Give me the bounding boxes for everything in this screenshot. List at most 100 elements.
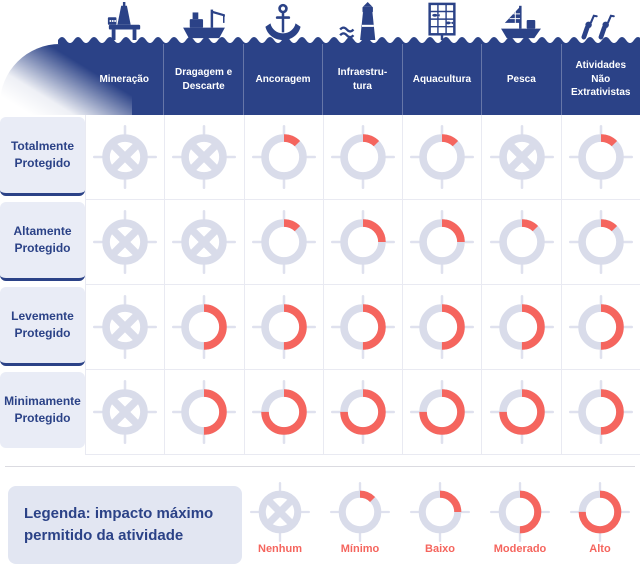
impact-donut-alto [489,380,554,444]
oil-rig-icon [85,2,164,40]
impact-donut-nenhum [93,380,158,444]
impact-donut-moderado [490,482,550,542]
impact-donut-nenhum [250,482,310,542]
impact-donut-minimo [330,125,395,189]
matrix-row: Altamente Protegido [0,200,640,285]
legend-item-label: Alto [589,543,611,555]
fishing-boat-icon [481,2,560,40]
impact-cell [243,115,323,200]
impact-cell [481,200,561,285]
impact-donut-alto [410,380,475,444]
legend-box: Legenda: impacto máximo permitido da ati… [8,486,242,564]
impact-donut-minimo [489,210,554,274]
impact-donut-moderado [172,380,237,444]
header-band: MineraçãoDragagem e DescarteAncoragemInf… [0,34,640,115]
impact-cell [85,115,165,200]
impact-donut-baixo [410,482,470,542]
impact-cell [402,115,482,200]
legend-item-label: Nenhum [258,543,302,555]
protection-level-label: Minimamente Protegido [0,372,85,448]
impact-donut-moderado [251,295,316,359]
impact-donut-moderado [568,380,633,444]
impact-cell [402,370,482,455]
column-header: Pesca [481,44,560,115]
impact-cell [481,115,561,200]
impact-donut-minimo [251,125,316,189]
impact-cell [322,370,403,455]
impact-cell [164,115,244,200]
column-header: Dragagem e Descarte [163,44,242,115]
dredger-ship-icon [164,2,243,40]
corner-fade [0,34,132,115]
impact-donut-alto [330,380,395,444]
impact-cell [85,200,165,285]
activity-icons-row [85,2,640,40]
impact-donut-nenhum [93,210,158,274]
impact-donut-minimo [410,125,475,189]
column-header: Ancoragem [242,44,322,115]
impact-donut-alto [251,380,316,444]
impact-cell [402,200,482,285]
impact-donut-nenhum [172,125,237,189]
impact-cell [322,200,403,285]
legend-title: Legenda: impacto máximo permitido da ati… [24,505,214,544]
impact-cell [560,200,640,285]
impact-cell [164,370,244,455]
impact-donut-alto [570,482,630,542]
impact-cell [243,285,323,370]
fish-cage-icon [402,2,481,40]
impact-cell [322,285,403,370]
legend-item: Baixo [400,482,480,555]
column-header: Aquacultura [401,44,481,115]
impact-donut-moderado [172,295,237,359]
impact-cell [243,200,323,285]
lighthouse-icon [323,2,402,40]
protection-level-label: Altamente Protegido [0,202,85,281]
impact-cell [402,285,482,370]
protection-level-label: Totalmente Protegido [0,117,85,196]
impact-donut-baixo [330,210,395,274]
matrix-row: Totalmente Protegido [0,115,640,200]
matrix-row: Levemente Protegido [0,285,640,370]
impact-donut-moderado [489,295,554,359]
impact-donut-moderado [410,295,475,359]
legend-item-label: Baixo [425,543,455,555]
impact-cell [164,285,244,370]
matrix-row: Minimamente Protegido [0,370,640,455]
column-headers: MineraçãoDragagem e DescarteAncoragemInf… [85,44,640,115]
impact-donut-minimo [330,482,390,542]
impact-cell [560,115,640,200]
impact-matrix-grid: Totalmente Protegido Altamente Protegido L… [0,115,640,455]
impact-donut-nenhum [93,295,158,359]
impact-donut-nenhum [489,125,554,189]
legend-item-label: Mínimo [340,543,380,555]
column-header: Infraestru- tura [322,44,401,115]
impact-donut-nenhum [93,125,158,189]
impact-donut-nenhum [172,210,237,274]
legend-item: Mínimo [320,482,400,555]
impact-cell [85,370,165,455]
impact-donut-minimo [568,210,633,274]
impact-cell [85,285,165,370]
impact-cell [322,115,403,200]
legend-item: Alto [560,482,640,555]
impact-donut-minimo [251,210,316,274]
legend-item: Moderado [480,482,560,555]
impact-cell [481,370,561,455]
impact-donut-moderado [330,295,395,359]
impact-cell [164,200,244,285]
separator-line [5,466,635,467]
snorkelers-icon [561,2,640,40]
protection-level-label: Levemente Protegido [0,287,85,366]
impact-cell [560,285,640,370]
impact-cell [560,370,640,455]
impact-donut-minimo [568,125,633,189]
impact-cell [481,285,561,370]
legend-items: Nenhum Mínimo Baixo Moderado Alto [240,482,640,555]
impact-donut-baixo [410,210,475,274]
legend-item-label: Moderado [493,543,547,555]
legend-item: Nenhum [240,482,320,555]
water-wave-edge [58,37,640,44]
impact-donut-moderado [568,295,633,359]
